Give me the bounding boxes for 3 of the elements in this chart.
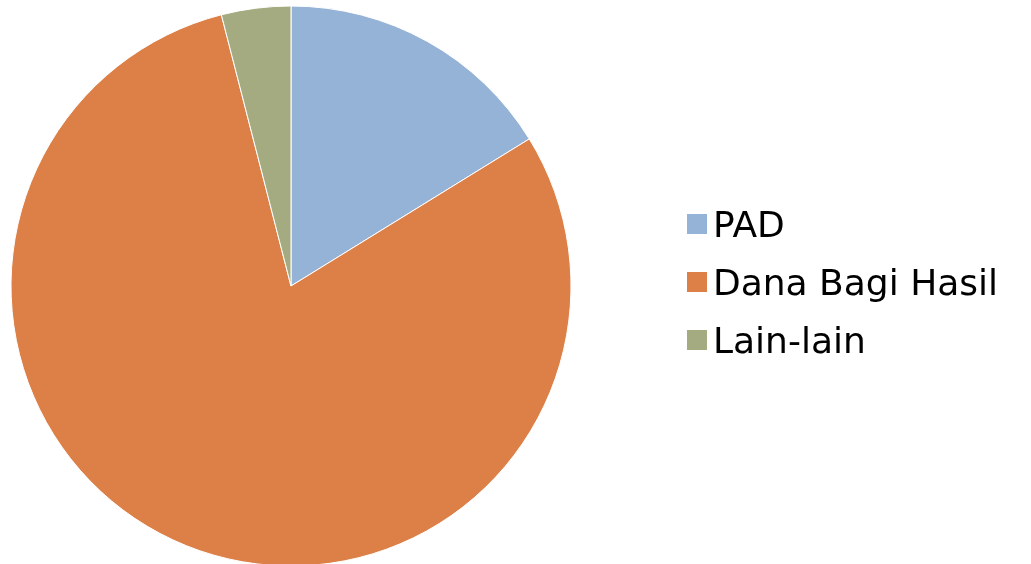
legend-label: PAD [713,203,785,245]
legend-label: Dana Bagi Hasil [713,261,999,303]
legend-label: Lain-lain [713,319,866,361]
